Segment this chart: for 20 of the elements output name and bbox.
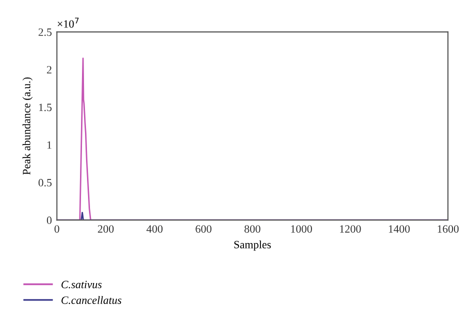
x-tick-label: 1600	[438, 225, 459, 233]
y-tick-label: 0	[46, 216, 52, 224]
y-tick-label: 1	[47, 141, 52, 149]
y-axis-title: Peak abundance (a.u.)	[22, 77, 33, 175]
x-tick-label: 600	[196, 225, 212, 233]
x-tick-label: 400	[146, 225, 163, 233]
y-tick-label: 1.5	[39, 104, 52, 112]
text: ×10$^{7}$	[58, 18, 79, 28]
x-tick-label: 200	[98, 225, 114, 233]
x-tick-label: 0	[54, 225, 60, 233]
x-tick-label: 1000	[291, 225, 312, 233]
y-tick-label: 0.5	[38, 178, 52, 186]
x-tick-label: 1400	[388, 225, 410, 233]
x-axis-title: Samples	[234, 240, 271, 251]
legend-label: C.cancellatus	[62, 296, 122, 304]
y-tick-label: 2	[46, 66, 52, 74]
x-tick-label: 1200	[340, 225, 361, 233]
legend-label: C.sativus	[62, 280, 102, 288]
y-tick-label: 2.5	[38, 28, 52, 36]
x-tick-label: 800	[244, 225, 260, 233]
